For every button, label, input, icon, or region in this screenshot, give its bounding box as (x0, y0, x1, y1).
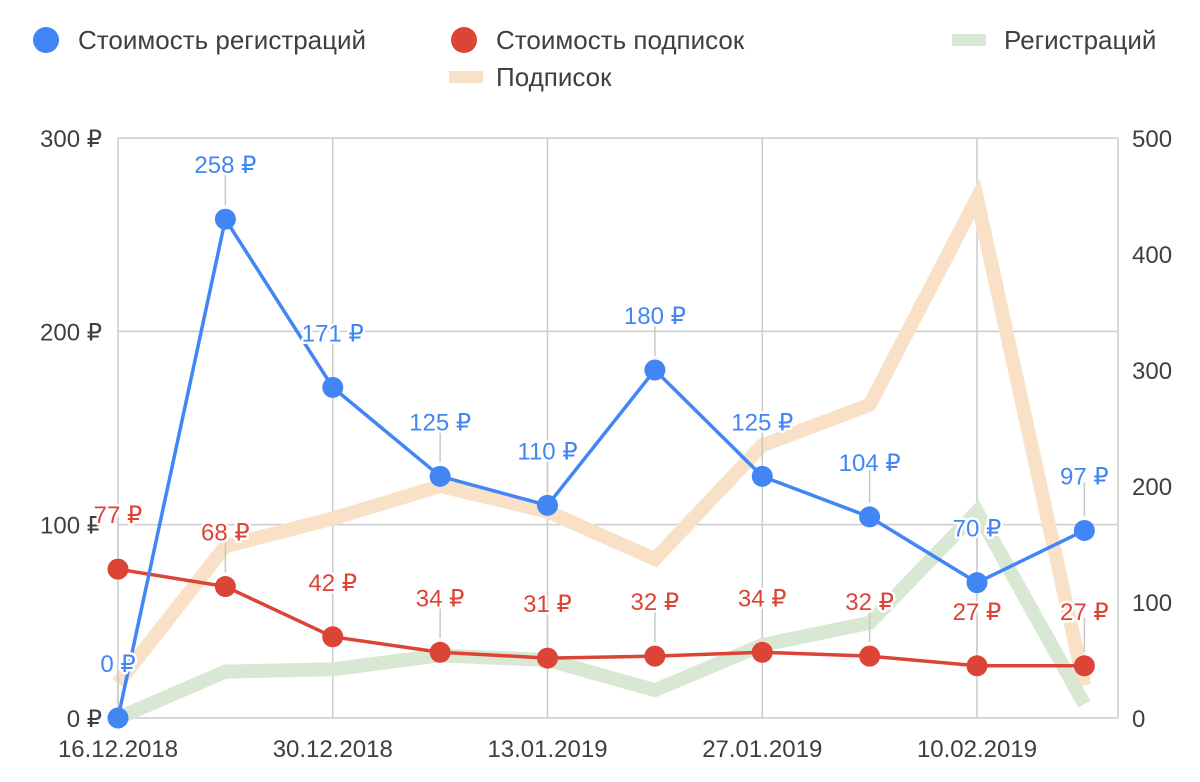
series-cost-subscriptions-point (859, 645, 881, 667)
series-cost-registrations-point (1073, 519, 1095, 541)
legend: Стоимость регистраций Стоимость подписок… (33, 25, 1156, 92)
legend-label-subscriptions: Подписок (496, 62, 612, 92)
legend-marker-cost-subscriptions (451, 27, 477, 53)
series-cost-registrations-data-label: 258 ₽ (194, 152, 256, 179)
series-cost-subscriptions-data-label: 42 ₽ (308, 570, 357, 597)
data-labels: 77 ₽ 68 ₽ 42 ₽ 34 ₽ 31 ₽ 32 ₽ 34 ₽ 32 ₽ 27 ₽ 27 ₽… (91, 150, 1111, 681)
series-cost-registrations-point (429, 465, 451, 487)
series-cost-subscriptions-line (117, 567, 1085, 668)
series-cost-subscriptions-point (1073, 655, 1095, 677)
series-cost-registrations-data-label: 104 ₽ (839, 450, 901, 477)
series-cost-subscriptions-data-label: 32 ₽ (631, 589, 680, 616)
x-tick-label: 10.02.2019 (917, 736, 1037, 763)
series-cost-subscriptions-data-label: 77 ₽ (94, 502, 143, 529)
series-registrations-line (115, 499, 1091, 725)
x-tick-label: 16.12.2018 (58, 736, 178, 763)
series-cost-registrations-data-label: 125 ₽ (731, 409, 793, 436)
series-cost-registrations-point (537, 494, 558, 516)
legend-label-registrations: Регистраций (1004, 25, 1156, 55)
series-cost-registrations-data-label: 171 ₽ (302, 320, 364, 347)
series-cost-registrations-data-label: 70 ₽ (953, 516, 1002, 543)
series-cost-subscriptions-data-label: 31 ₽ (523, 591, 572, 618)
series-cost-registrations-data-label: 97 ₽ (1060, 463, 1109, 490)
y-right-tick-label: 400 (1132, 242, 1172, 269)
x-tick-label: 27.01.2019 (702, 736, 822, 763)
series-cost-subscriptions-point (214, 576, 236, 598)
series-cost-registrations-line (116, 217, 1086, 719)
y-left-tick-label: 100 ₽ (40, 513, 102, 540)
legend-marker-registrations (952, 34, 986, 46)
series-cost-registrations-point (751, 465, 773, 487)
series-cost-subscriptions-point (107, 558, 129, 580)
axes: 0 ₽ 100 ₽ 200 ₽ 300 ₽ 0 100 200 300 400 500 16.12.… (40, 126, 1172, 763)
plot-area (107, 171, 1095, 729)
series-cost-registrations-point (214, 208, 236, 230)
legend-label-cost-subscriptions: Стоимость подписок (496, 25, 745, 55)
series-cost-subscriptions-point (322, 626, 344, 648)
y-right-tick-label: 200 (1132, 474, 1172, 501)
series-cost-subscriptions-data-label: 27 ₽ (1060, 599, 1109, 626)
series-cost-registrations-data-label: 110 ₽ (517, 438, 577, 465)
series-subscriptions-line (112, 177, 1092, 688)
series-cost-registrations-point (107, 707, 129, 729)
series-cost-registrations-data-label: 125 ₽ (409, 409, 471, 436)
series-cost-subscriptions-point (966, 655, 988, 677)
series-cost-subscriptions-point (537, 647, 558, 669)
legend-marker-subscriptions (449, 71, 483, 83)
series-cost-subscriptions-data-label: 34 ₽ (416, 585, 465, 612)
y-right-tick-label: 100 (1132, 590, 1172, 617)
y-right-tick-label: 0 (1132, 706, 1145, 733)
series-cost-subscriptions-data-label: 32 ₽ (845, 589, 894, 616)
series-cost-registrations-point (966, 572, 988, 594)
series-cost-registrations-point (322, 376, 344, 398)
series-cost-subscriptions-point (751, 641, 773, 663)
y-right-tick-label: 300 (1132, 358, 1172, 385)
series-cost-registrations-data-label: 0 ₽ (100, 651, 135, 678)
series-cost-subscriptions-data-label: 34 ₽ (738, 585, 787, 612)
series-cost-registrations-data-label: 180 ₽ (624, 303, 686, 330)
series-cost-registrations-point (644, 359, 666, 381)
y-left-tick-label: 200 ₽ (40, 319, 102, 346)
series-cost-subscriptions-point (644, 645, 666, 667)
y-right-tick-label: 500 (1132, 126, 1172, 153)
y-left-tick-label: 0 ₽ (67, 706, 102, 733)
x-tick-label: 13.01.2019 (487, 736, 607, 763)
series-cost-subscriptions-data-label: 68 ₽ (201, 520, 250, 547)
y-left-tick-label: 300 ₽ (40, 126, 102, 153)
legend-label-cost-registrations: Стоимость регистраций (78, 25, 366, 55)
legend-marker-cost-registrations (33, 27, 59, 53)
series-cost-subscriptions-point (429, 641, 451, 663)
x-tick-label: 30.12.2018 (273, 736, 393, 763)
series-cost-subscriptions-data-label: 27 ₽ (953, 599, 1002, 626)
series-cost-registrations-point (859, 506, 881, 528)
